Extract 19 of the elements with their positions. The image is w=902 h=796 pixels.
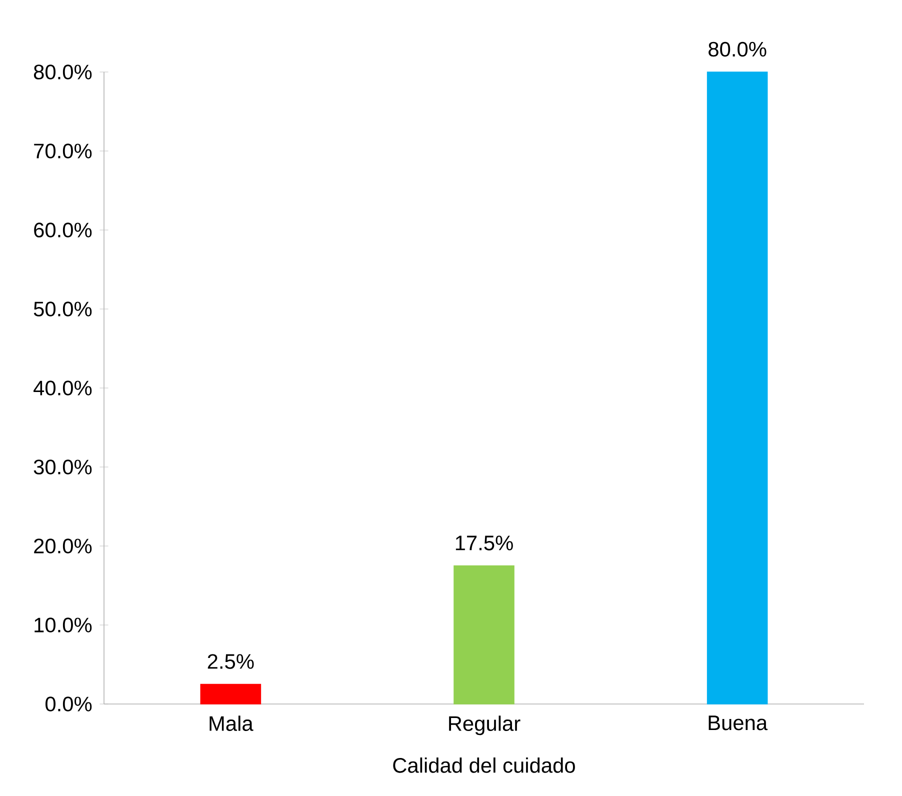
x-tick-label: Regular <box>449 716 520 736</box>
bar <box>200 684 262 704</box>
y-tick-label: 30.0% <box>34 460 92 474</box>
y-tick-label: 20.0% <box>34 538 92 554</box>
data-label: 2.5% <box>208 654 254 669</box>
x-axis-title: Calidad del cuidado <box>393 757 575 773</box>
bar <box>454 565 514 704</box>
y-tick-label: 10.0% <box>34 618 92 632</box>
y-tick-label: 40.0% <box>34 380 92 396</box>
y-tick-label: 80.0% <box>34 64 92 80</box>
y-tick-label: 70.0% <box>34 144 92 158</box>
data-label: 17.5% <box>456 536 513 550</box>
y-tick-label: 50.0% <box>34 302 92 316</box>
y-tick-label: 60.0% <box>34 222 92 238</box>
y-tick-label: 0.0% <box>46 696 92 712</box>
x-tick-label: Mala <box>210 716 254 732</box>
x-tick-label: Buena <box>708 716 768 730</box>
bar <box>706 72 768 704</box>
data-label: 80.0% <box>708 42 766 57</box>
